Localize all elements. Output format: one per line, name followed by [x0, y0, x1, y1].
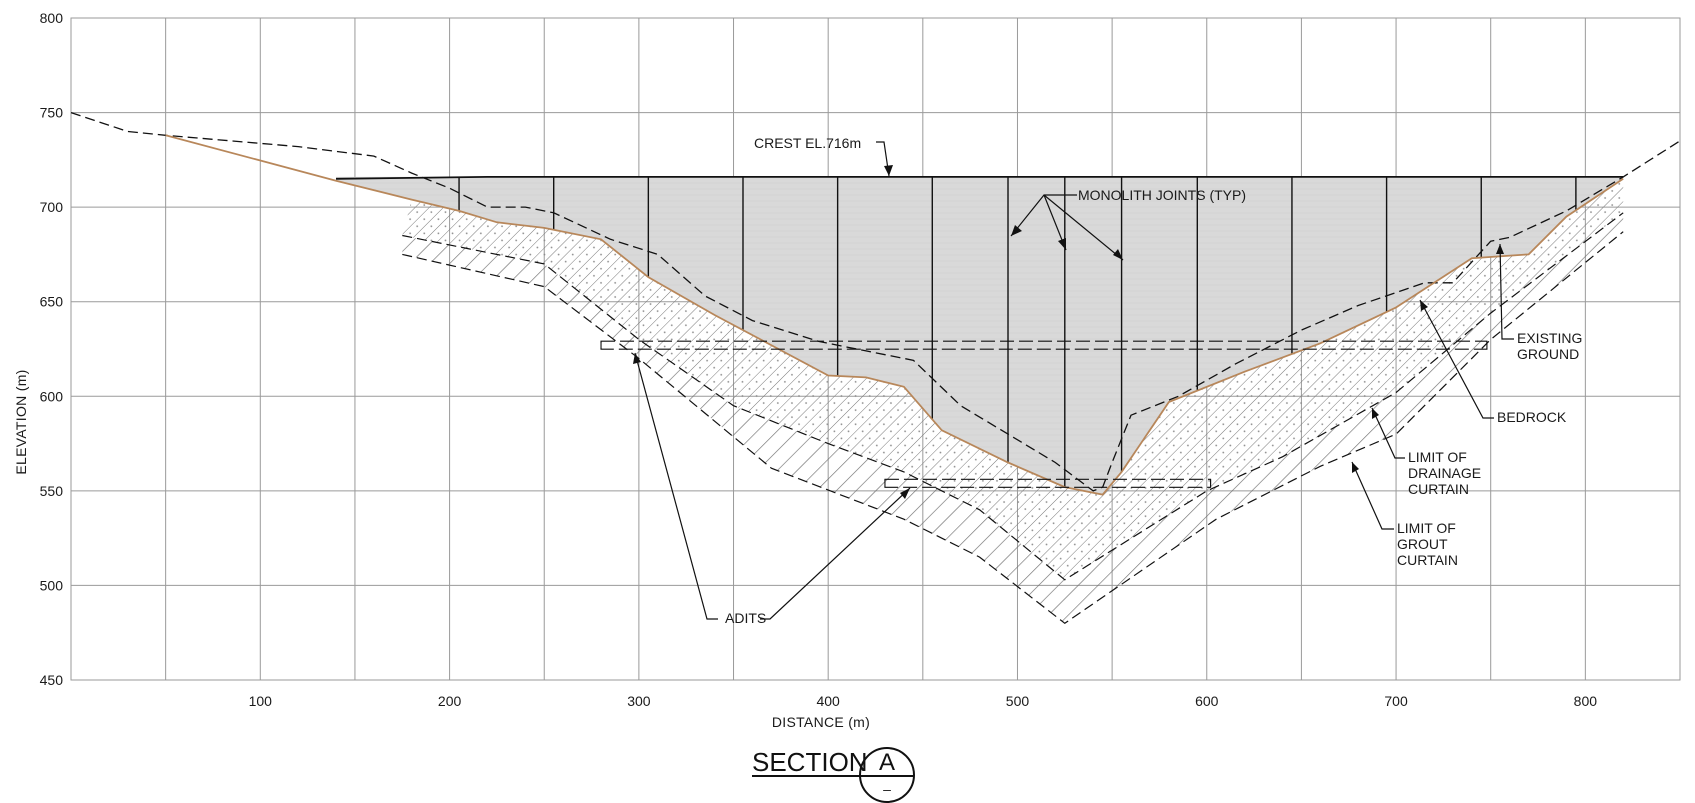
section-subsymbol: – — [883, 781, 891, 797]
y-tick-label: 600 — [40, 388, 64, 404]
grout-label-2: GROUT — [1397, 536, 1448, 552]
adits-label: ADITS — [725, 610, 766, 626]
y-tick-label: 700 — [40, 199, 64, 215]
bedrock-label: BEDROCK — [1497, 409, 1567, 425]
grout-label-3: CURTAIN — [1397, 552, 1458, 568]
y-axis-label: ELEVATION (m) — [13, 369, 29, 474]
x-axis-label: DISTANCE (m) — [772, 714, 870, 730]
crest-line — [335, 175, 1624, 180]
leader-lines — [634, 141, 1514, 620]
annotations: CREST EL.716m MONOLITH JOINTS (TYP) EXIS… — [633, 135, 1582, 626]
x-tick-label: 800 — [1574, 693, 1598, 709]
x-tick-label: 300 — [627, 693, 651, 709]
y-tick-label: 800 — [40, 10, 64, 26]
axis-tick-labels: 100 200 300 400 500 600 700 800 800 750 700 650 600 5… — [40, 10, 1598, 709]
plot-frame — [70, 17, 1681, 681]
grout-hatch-zone — [402, 212, 1624, 624]
leader-arrowheads — [633, 165, 1504, 499]
adit-gallery — [600, 340, 1488, 350]
section-symbol: A — [879, 749, 895, 776]
dense-hatch-zone — [402, 178, 1624, 580]
x-tick-label: 400 — [816, 693, 840, 709]
y-tick-label: 450 — [40, 672, 64, 688]
section-mark: SECTION A – — [752, 747, 915, 803]
section-lines — [70, 111, 1681, 625]
bedrock-line — [165, 134, 1624, 496]
drainage-curtain-line — [402, 212, 1624, 581]
existing-ground-label-2: GROUND — [1517, 346, 1579, 362]
y-tick-label: 750 — [40, 105, 64, 121]
monolith-label: MONOLITH JOINTS (TYP) — [1078, 187, 1246, 203]
y-tick-label: 500 — [40, 577, 64, 593]
x-tick-label: 200 — [438, 693, 462, 709]
grout-label-1: LIMIT OF — [1397, 520, 1456, 536]
existing-ground-label-1: EXISTING — [1517, 330, 1582, 346]
x-tick-label: 500 — [1006, 693, 1030, 709]
section-title: SECTION — [752, 747, 868, 777]
drainage-label-3: CURTAIN — [1408, 481, 1469, 497]
x-tick-label: 100 — [249, 693, 273, 709]
section-circle — [859, 747, 915, 803]
x-tick-label: 600 — [1195, 693, 1219, 709]
section-fills — [336, 176, 1624, 624]
y-tick-label: 650 — [40, 294, 64, 310]
dam-body — [336, 176, 1624, 495]
y-tick-label: 550 — [40, 483, 64, 499]
crest-label: CREST EL.716m — [754, 135, 861, 151]
drainage-label-2: DRAINAGE — [1408, 465, 1481, 481]
x-tick-label: 700 — [1384, 693, 1408, 709]
grout-curtain-line — [402, 231, 1624, 625]
drainage-label-1: LIMIT OF — [1408, 449, 1467, 465]
